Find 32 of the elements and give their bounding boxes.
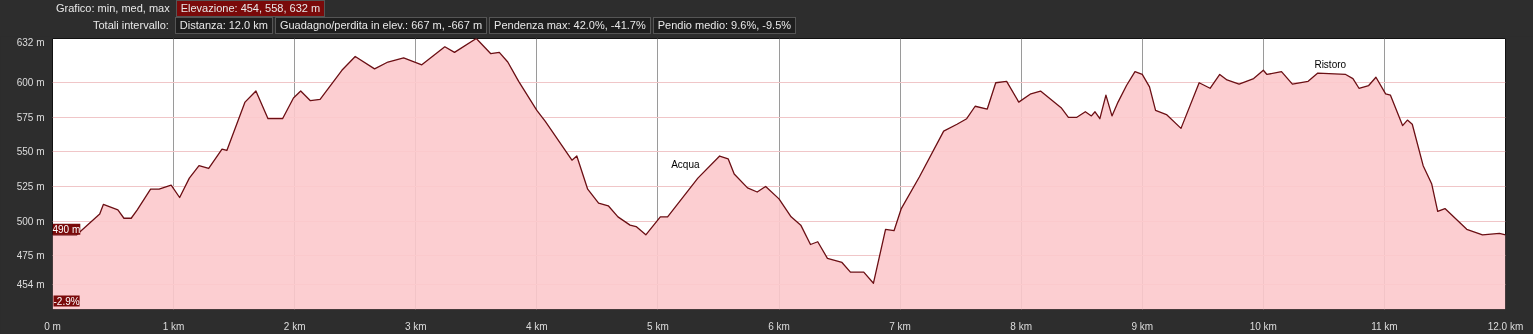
annotation: Acqua [671, 159, 700, 170]
text: Elevazione: 454, 558, 632 m [175, 0, 326, 17]
y-tick-label: 500 m [16, 215, 45, 227]
text: Grafico: min, med, max [55, 1, 171, 16]
x-tick-label: 3 km [404, 320, 427, 332]
text: Pendenza max: 42.0%, -41.7% [489, 17, 651, 34]
x-tick-label: 5 km [647, 320, 669, 332]
x-tick-label: 1 km [162, 320, 185, 332]
x-tick-label: 8 km [1010, 320, 1032, 332]
y-tick-label: 525 m [16, 180, 45, 192]
x-tick-label: 7 km [889, 320, 911, 332]
x-tick-label: 2 km [283, 320, 306, 332]
x-tick-label: 10 km [1249, 320, 1277, 332]
annotation: Ristoro [1314, 59, 1347, 71]
text: Distanza: 12.0 km [174, 17, 273, 34]
text: Guadagno/perdita in elev.: 667 m, -667 m [274, 17, 488, 34]
y-tick-label: 575 m [16, 111, 45, 123]
x-tick-label: 9 km [1131, 320, 1154, 332]
x-tick-label: 11 km [1371, 320, 1398, 332]
text: Pendio medio: 9.6%, -9.5% [652, 17, 797, 34]
y-tick-label: 475 m [16, 250, 45, 262]
y-tick-label: 600 m [16, 77, 45, 89]
y-tick-label: 550 m [16, 146, 45, 158]
y-tick-label: 632 m [16, 36, 45, 48]
annotation: 490 m [52, 223, 81, 235]
x-tick-label: 12.0 km [1487, 320, 1524, 332]
x-tick-label: 4 km [526, 320, 548, 332]
annotation: -2.9% [53, 295, 80, 307]
x-tick-label: 6 km [768, 320, 790, 332]
y-tick-label: 454 m [16, 279, 45, 291]
x-tick-label: 0 m [44, 320, 61, 332]
text: Totali intervallo: [92, 18, 170, 33]
